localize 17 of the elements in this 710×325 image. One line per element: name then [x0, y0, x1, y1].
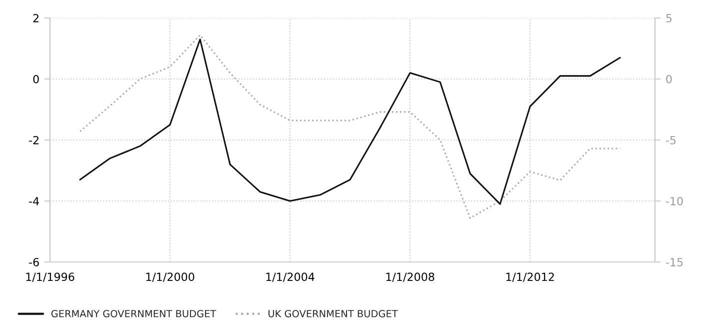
x-tick-label: 1/1/2012: [506, 272, 554, 282]
x-tick-label: 1/1/2004: [266, 272, 314, 282]
y-tick-label: -4: [29, 197, 39, 206]
y-tick-label: -2: [29, 136, 38, 144]
legend-label: UK GOVERNMENT BUDGET: [268, 310, 398, 318]
y-tick-label: 0: [33, 74, 39, 84]
x-tick-label: 1/1/2000: [146, 272, 194, 282]
y-tick-label: 2: [33, 14, 38, 22]
y2-tick-label: -10: [666, 196, 683, 206]
y2-tick-label: 0: [666, 74, 672, 84]
legend-label: GERMANY GOVERNMENT BUDGET: [51, 310, 216, 318]
x-tick-label: 1/1/1996: [26, 272, 74, 282]
y2-tick-label: -5: [666, 136, 676, 144]
y2-tick-label: 5: [666, 14, 672, 22]
y-tick-label: -6: [29, 258, 39, 266]
x-tick-label: 1/1/2008: [386, 272, 434, 282]
y2-tick-label: -15: [666, 258, 683, 266]
